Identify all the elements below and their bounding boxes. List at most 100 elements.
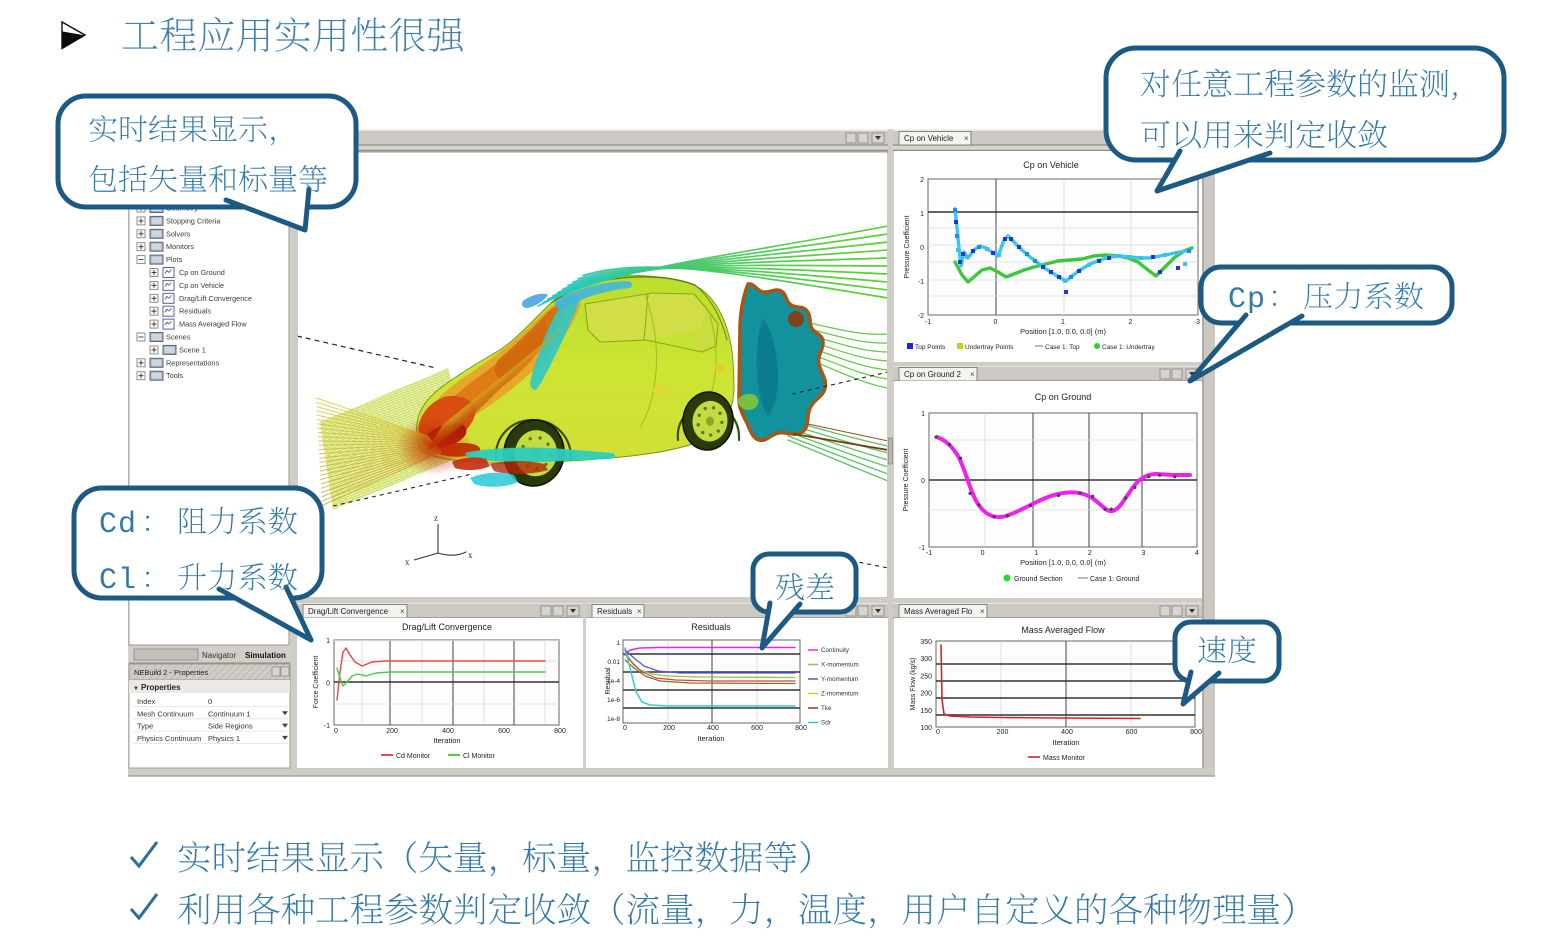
svg-text:Iteration: Iteration [1052,738,1079,747]
svg-text:2: 2 [1088,550,1092,557]
svg-text:800: 800 [554,728,566,735]
svg-text:Cp on Vehicle: Cp on Vehicle [904,134,954,143]
svg-text:300: 300 [920,656,932,663]
svg-text:-1: -1 [324,723,330,730]
svg-text:Force Coefficient: Force Coefficient [313,656,320,709]
svg-text:Cp on Vehicle: Cp on Vehicle [179,281,224,290]
svg-text:3: 3 [1196,319,1200,326]
svg-text:Scenes: Scenes [166,333,191,342]
svg-text:Simulation: Simulation [245,651,286,660]
svg-text:Cp on Vehicle: Cp on Vehicle [1023,160,1079,170]
svg-text:Solvers: Solvers [166,229,191,238]
svg-text:Top Points: Top Points [915,344,946,351]
svg-text:×: × [637,607,642,616]
svg-text:3: 3 [1141,550,1145,557]
svg-text:600: 600 [1126,729,1138,736]
svg-text:Tke: Tke [821,705,832,712]
svg-text:100: 100 [920,725,932,732]
svg-text:200: 200 [386,728,398,735]
svg-text:Stopping Criteria: Stopping Criteria [166,216,221,225]
svg-text:X-momentum: X-momentum [821,662,859,669]
svg-text:1: 1 [1034,550,1038,557]
svg-text:1: 1 [326,638,330,645]
svg-text:×: × [970,370,975,379]
svg-text:Physics 1: Physics 1 [208,734,240,743]
svg-text:-1: -1 [926,550,932,557]
svg-text:z: z [434,513,438,523]
svg-text:Plots: Plots [166,255,183,264]
svg-text:600: 600 [498,728,510,735]
svg-text:Drag/Lift Convergence: Drag/Lift Convergence [402,622,492,632]
svg-text:Continuum 1: Continuum 1 [208,709,251,718]
svg-text:Mass Averaged Flow: Mass Averaged Flow [1021,625,1105,635]
svg-text:4: 4 [1195,550,1199,557]
svg-text:400: 400 [1061,729,1073,736]
svg-text:Pressure Coefficient: Pressure Coefficient [904,215,911,278]
svg-text:▼: ▼ [133,686,139,692]
svg-text:350: 350 [920,639,932,646]
svg-text:Position [1.0, 0.0, 0.0] (m): Position [1.0, 0.0, 0.0] (m) [1020,558,1106,567]
svg-text:Index: Index [137,697,156,706]
svg-text:×: × [980,607,985,616]
svg-text:Representations: Representations [166,358,219,367]
svg-text:0.01: 0.01 [607,659,620,666]
svg-text:Sdr: Sdr [821,720,831,727]
svg-text:Mesh Continuum: Mesh Continuum [137,709,194,718]
svg-text:Continuity: Continuity [821,647,850,654]
svg-text:Mass Monitor: Mass Monitor [1043,755,1086,762]
svg-text:x: x [468,550,473,560]
svg-text:Case 1: Undertray: Case 1: Undertray [1102,344,1155,351]
svg-text:0: 0 [936,729,940,736]
svg-text:Cl: Cl [99,564,137,598]
svg-text:Z-momentum: Z-momentum [821,691,858,698]
svg-text:×: × [400,607,405,616]
svg-text:0: 0 [623,725,627,732]
svg-text:Pressure Coefficient: Pressure Coefficient [903,448,910,511]
svg-text:×: × [964,134,969,143]
svg-text:Drag/Lift Convergence: Drag/Lift Convergence [179,294,252,303]
svg-text:Type: Type [137,722,153,731]
svg-text:Case 1: Top: Case 1: Top [1045,344,1080,351]
svg-text:Tools: Tools [166,371,183,380]
svg-text:2: 2 [1129,319,1133,326]
svg-text:1: 1 [920,211,924,218]
svg-text:600: 600 [751,725,763,732]
svg-text:1e-8: 1e-8 [607,716,620,723]
svg-text:Side Regions: Side Regions [208,722,253,731]
svg-text:Mass Averaged Flow: Mass Averaged Flow [179,320,247,329]
svg-text:Residuals: Residuals [179,307,211,316]
svg-text:Undertray Points: Undertray Points [965,344,1014,351]
svg-text:Residual: Residual [605,667,612,695]
svg-text:0: 0 [921,478,925,485]
svg-text:0: 0 [981,550,985,557]
svg-text:0: 0 [920,245,924,252]
svg-text:-1: -1 [919,545,925,552]
svg-text:Residuals: Residuals [691,622,731,632]
svg-text:Monitors: Monitors [166,242,194,251]
svg-text:800: 800 [795,725,807,732]
svg-text:Position [1.0, 0.0, 0.0] (m): Position [1.0, 0.0, 0.0] (m) [1020,327,1106,336]
svg-text:-1: -1 [918,279,924,286]
svg-text:Cp on Ground: Cp on Ground [179,268,225,277]
svg-text:1: 1 [616,640,620,647]
svg-text:1e-6: 1e-6 [607,697,620,704]
svg-text:1: 1 [921,411,925,418]
svg-text:0: 0 [208,697,212,706]
svg-text:400: 400 [707,725,719,732]
svg-text:x: x [405,557,410,567]
svg-text:-1: -1 [925,319,931,326]
svg-text:Cp: Cp [1228,283,1266,317]
svg-text:Iteration: Iteration [433,736,460,745]
svg-text:Cd Monitor: Cd Monitor [396,753,431,760]
svg-text:Drag/Lift Convergence: Drag/Lift Convergence [308,607,389,616]
svg-text:Cp on Ground: Cp on Ground [1035,392,1092,402]
svg-text:800: 800 [1190,729,1202,736]
svg-text:Case 1: Ground: Case 1: Ground [1090,576,1140,583]
svg-text:150: 150 [920,708,932,715]
svg-text:200: 200 [920,691,932,698]
svg-text:Cl Monitor: Cl Monitor [463,753,496,760]
svg-text:0: 0 [994,319,998,326]
svg-text:Properties: Properties [141,683,181,692]
svg-text:0: 0 [334,728,338,735]
svg-text:1: 1 [1061,319,1065,326]
